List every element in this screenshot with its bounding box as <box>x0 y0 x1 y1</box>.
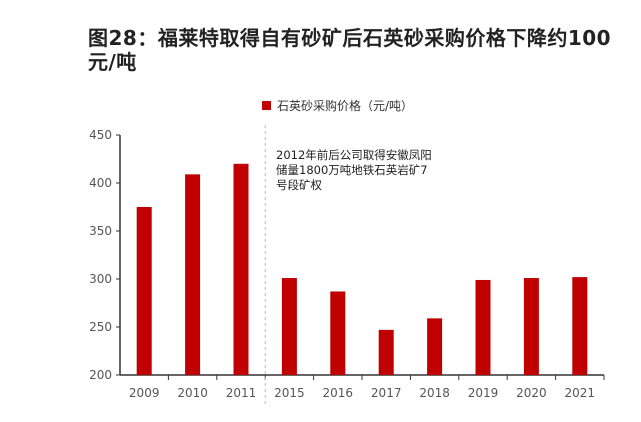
x-tick-label: 2015 <box>274 386 305 400</box>
chart-annotation: 2012年前后公司取得安徽凤阳储量1800万吨地铁石英岩矿7号段矿权 <box>276 148 432 192</box>
bar-2010 <box>185 174 201 375</box>
bar-2017 <box>378 329 394 375</box>
legend-swatch <box>262 101 271 110</box>
y-tick-label: 400 <box>89 176 112 190</box>
y-tick-label: 450 <box>89 128 112 142</box>
x-tick-label: 2016 <box>323 386 354 400</box>
x-tick-label: 2010 <box>177 386 208 400</box>
bar-2021 <box>572 277 588 375</box>
x-tick-label: 2011 <box>226 386 257 400</box>
y-tick-label: 200 <box>89 368 112 382</box>
x-tick-label: 2018 <box>419 386 450 400</box>
y-tick-label: 350 <box>89 224 112 238</box>
bar-2016 <box>330 291 346 375</box>
x-tick-label: 2009 <box>129 386 160 400</box>
bar-2015 <box>281 278 297 375</box>
chart-title: 图28：福莱特取得自有砂矿后石英砂采购价格下降约100 元/吨 <box>88 26 612 74</box>
y-tick-label: 250 <box>89 320 112 334</box>
x-tick-label: 2017 <box>371 386 402 400</box>
bar-2018 <box>427 318 443 375</box>
bar-2019 <box>475 279 491 375</box>
x-tick-label: 2019 <box>468 386 499 400</box>
legend-label: 石英砂采购价格（元/吨） <box>277 99 414 113</box>
x-tick-label: 2021 <box>565 386 596 400</box>
bar-2009 <box>136 207 152 375</box>
bar-2020 <box>523 278 539 375</box>
y-tick-label: 300 <box>89 272 112 286</box>
bar-2011 <box>233 163 249 375</box>
x-tick-label: 2020 <box>516 386 547 400</box>
legend: 石英砂采购价格（元/吨） <box>262 97 413 114</box>
